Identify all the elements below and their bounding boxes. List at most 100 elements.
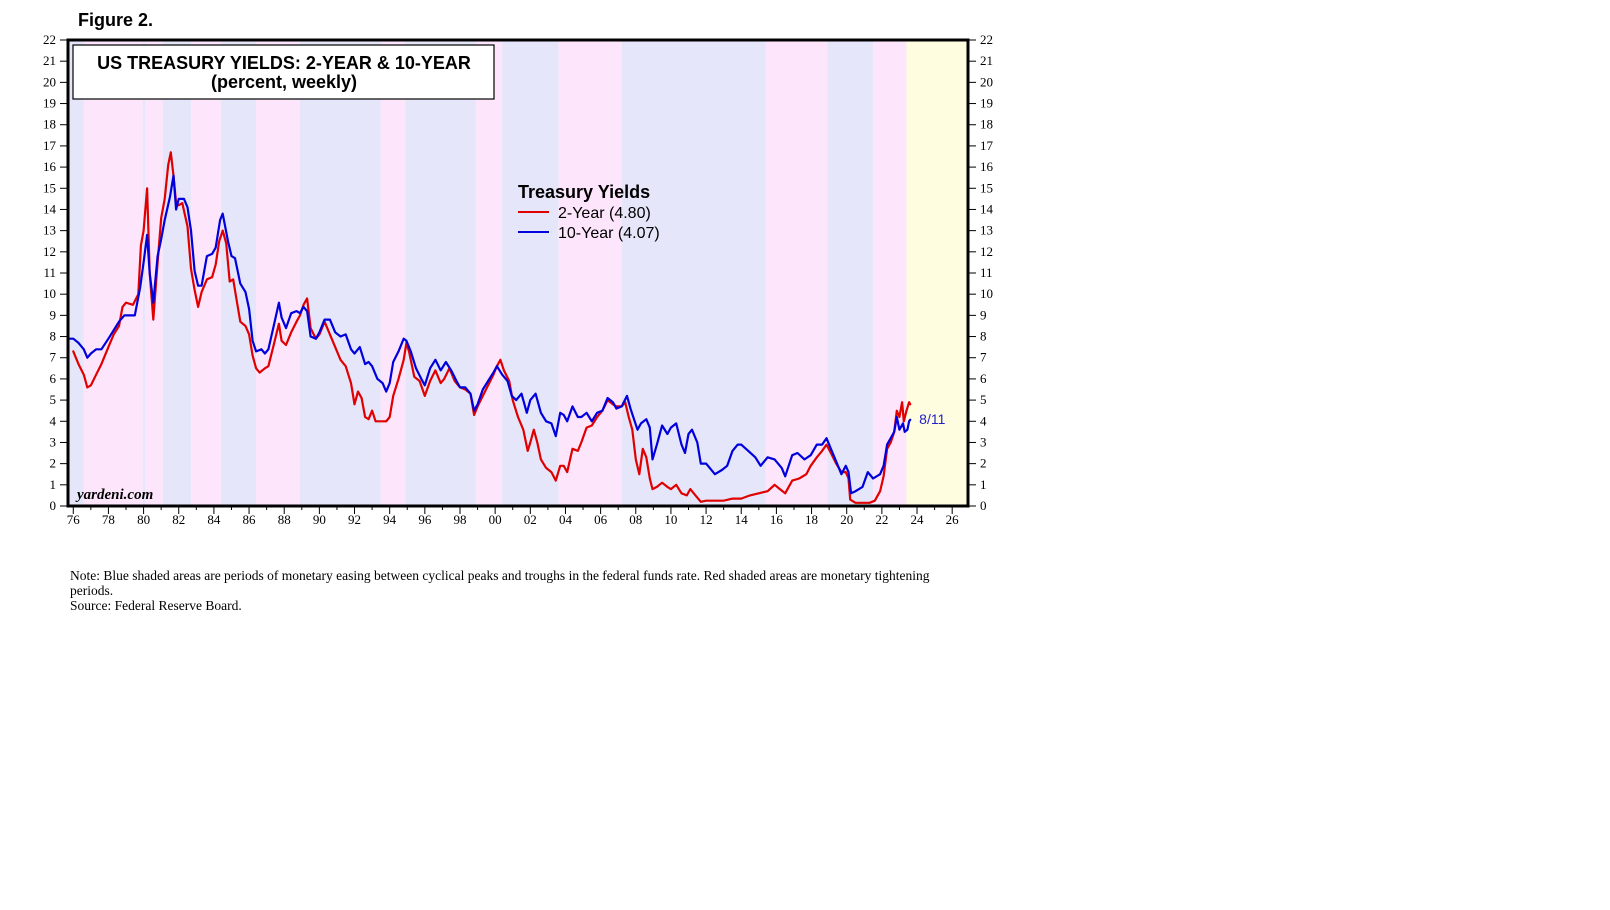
y-tick-label-left: 5 xyxy=(50,392,57,407)
y-tick-label-right: 9 xyxy=(980,307,987,322)
y-tick-label-left: 10 xyxy=(43,286,56,301)
y-tick-label-left: 7 xyxy=(50,350,57,365)
x-tick-label: 92 xyxy=(348,512,361,527)
shade-tightening xyxy=(83,40,143,506)
x-tick-label: 96 xyxy=(418,512,432,527)
shade-easing xyxy=(162,40,192,506)
x-tick-label: 90 xyxy=(313,512,326,527)
y-tick-label-right: 8 xyxy=(980,329,987,344)
y-tick-label-right: 5 xyxy=(980,392,987,407)
y-tick-label-right: 2 xyxy=(980,456,987,471)
y-tick-label-right: 22 xyxy=(980,32,993,47)
y-tick-label-right: 15 xyxy=(980,180,993,195)
legend: Treasury Yields 2-Year (4.80) 10-Year (4… xyxy=(518,182,660,242)
y-tick-label-left: 15 xyxy=(43,180,56,195)
chart-title: US TREASURY YIELDS: 2-YEAR & 10-YEAR xyxy=(97,53,471,73)
x-tick-label: 20 xyxy=(840,512,853,527)
x-tick-label: 80 xyxy=(137,512,150,527)
x-tick-label: 78 xyxy=(102,512,115,527)
y-tick-label-left: 0 xyxy=(50,498,57,513)
plot-frame xyxy=(66,38,970,508)
x-tick-label: 06 xyxy=(594,512,608,527)
x-tick-label: 88 xyxy=(278,512,291,527)
x-tick-label: 76 xyxy=(67,512,81,527)
x-tick-label: 82 xyxy=(172,512,185,527)
shade-tightening xyxy=(256,40,301,506)
shade-easing xyxy=(405,40,476,506)
y-tick-label-left: 17 xyxy=(43,138,57,153)
y-tick-label-right: 13 xyxy=(980,223,993,238)
y-tick-label-right: 6 xyxy=(980,371,987,386)
y-tick-label-right: 20 xyxy=(980,74,993,89)
x-tick-label: 26 xyxy=(946,512,960,527)
shade-easing xyxy=(68,40,84,506)
y-tick-label-right: 14 xyxy=(980,201,994,216)
x-tick-label: 12 xyxy=(700,512,713,527)
shade-easing xyxy=(827,40,874,506)
shade-forecast xyxy=(906,40,968,506)
title-box-frame xyxy=(72,44,495,100)
legend-title: Treasury Yields xyxy=(518,182,650,202)
y-tick-label-left: 19 xyxy=(43,96,56,111)
y-tick-label-left: 4 xyxy=(50,413,57,428)
last-date-annotation: 8/11 xyxy=(919,411,945,427)
y-tick-label-right: 1 xyxy=(980,477,987,492)
y-tick-label-left: 20 xyxy=(43,74,56,89)
y-tick-label-right: 12 xyxy=(980,244,993,259)
y-tick-label-left: 16 xyxy=(43,159,57,174)
notes: Note: Blue shaded areas are periods of m… xyxy=(70,568,930,613)
y-tick-label-left: 22 xyxy=(43,32,56,47)
y-tick-label-left: 11 xyxy=(43,265,56,280)
x-tick-label: 84 xyxy=(207,512,221,527)
y-tick-label-right: 16 xyxy=(980,159,994,174)
y-tick-label-right: 11 xyxy=(980,265,993,280)
y-tick-label-right: 21 xyxy=(980,53,993,68)
y-tick-label-right: 18 xyxy=(980,117,993,132)
note-text: Note: Blue shaded areas are periods of m… xyxy=(70,568,930,598)
watermark: yardeni.com xyxy=(75,487,153,503)
x-tick-label: 24 xyxy=(911,512,925,527)
x-tick-label: 02 xyxy=(524,512,537,527)
shade-easing xyxy=(502,40,559,506)
figure-label: Figure 2. xyxy=(78,10,154,30)
legend-label-2-year: 2-Year (4.80) xyxy=(558,205,651,222)
title-box: US TREASURY YIELDS: 2-YEAR & 10-YEAR (pe… xyxy=(72,44,495,100)
shade-easing xyxy=(142,40,146,506)
shade-tightening xyxy=(873,40,907,506)
series-line-10-year xyxy=(66,174,912,495)
x-tick-label: 98 xyxy=(453,512,466,527)
x-tick-label: 08 xyxy=(629,512,642,527)
shade-tightening xyxy=(558,40,622,506)
shaded-periods xyxy=(68,40,968,506)
x-tick-label: 94 xyxy=(383,512,397,527)
y-tick-label-left: 2 xyxy=(50,456,57,471)
y-tick-label-right: 3 xyxy=(980,434,987,449)
shade-tightening xyxy=(380,40,406,506)
x-tick-label: 14 xyxy=(735,512,749,527)
y-tick-label-right: 0 xyxy=(980,498,987,513)
x-tick-label: 16 xyxy=(770,512,784,527)
x-tick-label: 00 xyxy=(489,512,502,527)
x-tick-label: 86 xyxy=(243,512,257,527)
x-tick-label: 22 xyxy=(875,512,888,527)
shade-tightening xyxy=(475,40,503,506)
y-tick-label-left: 13 xyxy=(43,223,56,238)
y-tick-label-left: 21 xyxy=(43,53,56,68)
source-text: Source: Federal Reserve Board. xyxy=(70,598,242,613)
shade-tightening xyxy=(145,40,163,506)
y-tick-label-right: 4 xyxy=(980,413,987,428)
y-tick-label-right: 7 xyxy=(980,350,987,365)
y-tick-label-left: 1 xyxy=(50,477,57,492)
y-tick-label-left: 14 xyxy=(43,201,57,216)
shade-easing xyxy=(621,40,766,506)
shade-tightening xyxy=(765,40,828,506)
y-tick-label-left: 8 xyxy=(50,329,57,344)
y-tick-label-right: 17 xyxy=(980,138,994,153)
y-tick-label-left: 3 xyxy=(50,434,57,449)
y-tick-label-left: 12 xyxy=(43,244,56,259)
y-tick-label-right: 10 xyxy=(980,286,993,301)
chart-subtitle: (percent, weekly) xyxy=(211,72,357,92)
series-lines xyxy=(66,151,912,504)
